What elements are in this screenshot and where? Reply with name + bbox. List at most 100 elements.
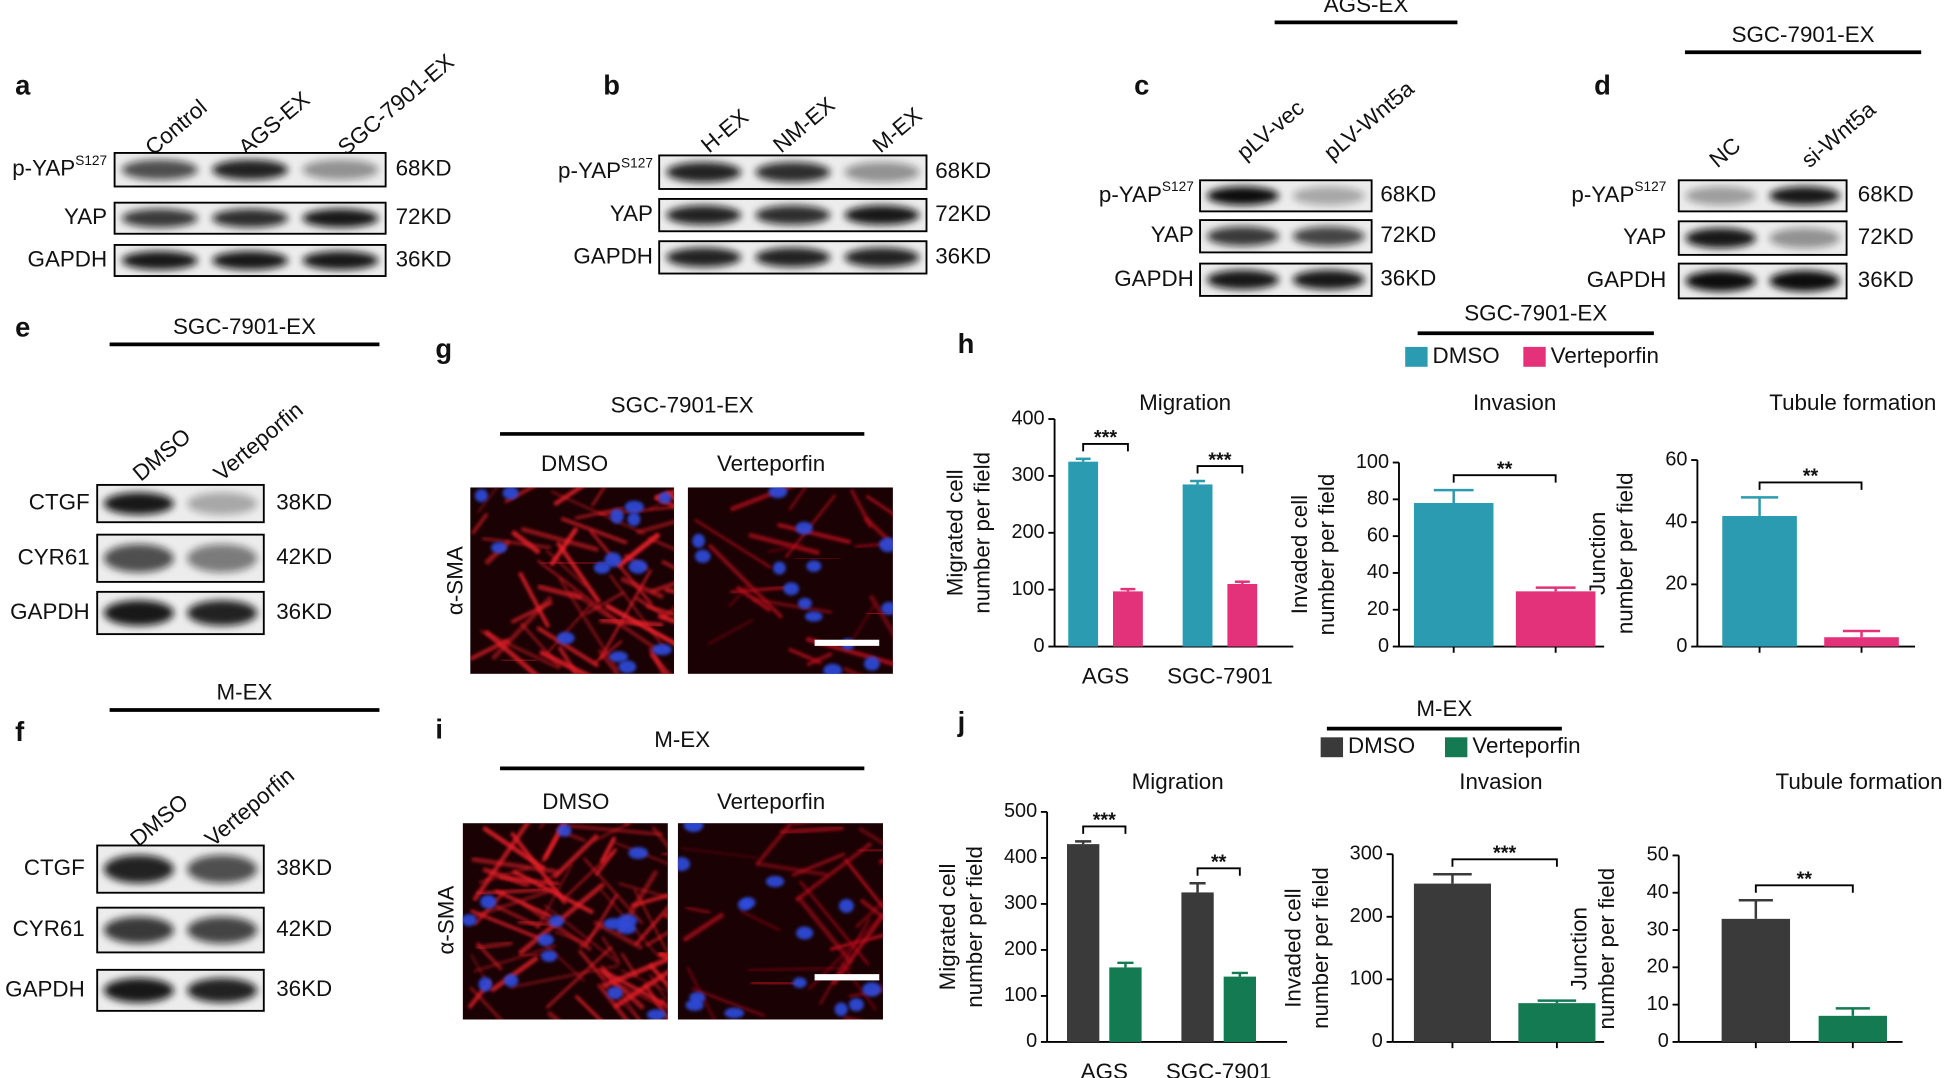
row-label-sup: S127 [75,153,107,168]
blot-band [1206,226,1279,246]
y-axis-label-line: Junction [1585,512,1610,595]
nucleus [607,986,623,1000]
fiber [780,825,844,835]
row-label: CYR61 [13,916,85,941]
row-label: p-YAPS127 [1099,179,1194,207]
group-header: SGC-7901-EX [1732,22,1875,47]
fiber [593,823,632,842]
row-label: CYR61 [18,544,90,569]
blot-band [666,205,742,225]
bar [1181,892,1214,1042]
chart-title: Migration [1132,769,1224,794]
lane-label: H-EX [696,104,753,158]
y-tick-label: 20 [1367,598,1389,620]
fiber [584,893,618,948]
panel-letter: i [435,713,443,744]
blot-band [103,544,174,573]
nucleus [806,560,822,572]
fiber [501,659,537,662]
group-header: M-EX [654,727,710,752]
group-header: SGC-7901-EX [611,392,754,417]
row-label-text: GAPDH [573,243,653,268]
fiber [560,516,628,545]
row-label-text: GAPDH [10,599,90,624]
y-tick-label: 100 [1011,578,1044,600]
y-tick-label: 400 [1011,407,1044,429]
column-label: Verteporfin [717,789,825,814]
nucleus [838,899,854,913]
y-axis-label: Invaded cell number per field [1280,867,1332,1029]
y-axis-label-line: Migrated cell [935,864,960,991]
bar [1824,637,1899,647]
fiber [599,617,664,628]
micrograph [677,823,883,1020]
fiber [584,591,625,615]
fiber [608,574,668,652]
y-tick-label: 30 [1647,918,1669,940]
fiber [518,571,551,628]
blot-band [121,251,198,270]
y-axis-label: Invaded cell number per field [1287,474,1339,636]
y-axis-label-line: Junction [1566,907,1591,990]
fiber [878,858,883,865]
fiber [645,931,668,947]
nucleus [692,533,705,548]
blot-band [755,205,831,225]
fiber [517,920,554,927]
nucleus [768,487,788,499]
y-tick-label: 20 [1647,956,1669,978]
fiber [623,823,630,827]
nucleus [646,1009,666,1020]
fiber [471,857,558,874]
significance-label: *** [1093,810,1116,832]
panel-letter: h [958,328,975,359]
fiber [543,904,621,965]
nucleus [627,512,641,527]
fiber [767,543,803,554]
blot-band [1206,270,1279,290]
blot-band [1685,186,1756,206]
fiber [645,604,675,616]
size-label: 42KD [276,544,332,569]
nucleus [541,950,558,962]
panel-letter: f [15,716,25,747]
blot-band [755,162,831,183]
bar [1722,515,1797,647]
fiber [536,626,600,668]
fiber [694,518,772,569]
lane-label: DMSO [128,424,195,486]
blot-band [121,159,198,180]
blot-band [302,208,379,228]
fiber [546,1010,561,1020]
nucleus [618,660,637,674]
group-header: SGC-7901-EX [173,314,316,339]
fiber [818,917,872,1006]
legend-label: Verteporfin [1551,343,1659,368]
nucleus [694,549,711,563]
nucleus [478,977,493,992]
fiber [839,961,877,1011]
group-header: M-EX [1416,696,1472,721]
lane-label: DMSO [125,789,192,851]
blot-band [844,205,920,225]
row-label-text: CTGF [24,855,85,880]
significance-bracket [1754,884,1854,893]
row-label-text: p-YAP [558,158,621,183]
fiber [681,847,758,859]
row-label-sup: S127 [621,155,653,170]
blot-band [1292,186,1365,206]
fiber [593,920,644,951]
fiber [583,857,644,925]
nucleus [557,824,572,837]
fiber [735,585,772,613]
fiber [597,983,629,1020]
fiber [545,946,613,1009]
chart-title: Invasion [1473,390,1556,415]
nucleus [765,875,785,888]
fiber [602,969,665,1006]
fiber [545,549,587,587]
fiber [636,519,675,535]
fiber [843,1015,863,1020]
fiber [806,651,833,667]
